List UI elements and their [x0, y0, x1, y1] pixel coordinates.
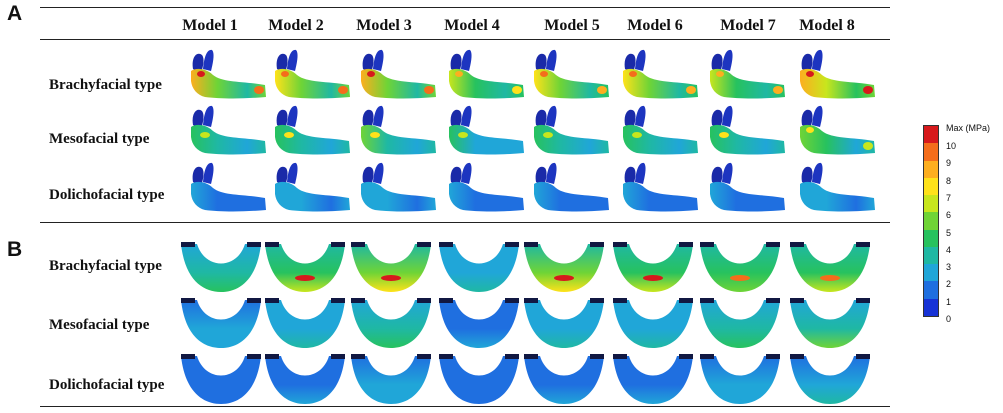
panel-b-bottom-rule — [40, 406, 890, 407]
mandible-stress-map — [361, 162, 436, 212]
arch-stress-map — [265, 242, 345, 292]
colorbar-segment — [924, 195, 938, 213]
column-header-model-7: Model 7 — [720, 17, 776, 34]
mandible-stress-map — [623, 162, 698, 212]
colorbar-segment — [924, 264, 938, 282]
arch-stress-map — [700, 354, 780, 404]
mandible-stress-map — [800, 105, 875, 155]
mandible-stress-map — [449, 49, 524, 99]
arch-stress-map — [790, 242, 870, 292]
arch-stress-map — [613, 242, 693, 292]
arch-stress-map — [265, 354, 345, 404]
arch-stress-map — [700, 298, 780, 348]
colorbar-segment — [924, 229, 938, 248]
colorbar-tick-label: 10 — [946, 141, 957, 151]
arch-stress-map — [181, 298, 261, 348]
panel-b-row-label-dolichofacial: Dolichofacial type — [49, 377, 165, 393]
colorbar-tick-label: 9 — [946, 158, 952, 169]
panel-a-row-label-mesofacial: Mesofacial type — [49, 131, 150, 147]
arch-stress-map — [524, 242, 604, 292]
colorbar-segment — [924, 281, 938, 300]
panel-a-letter: A — [7, 2, 23, 25]
mandible-stress-map — [800, 49, 875, 99]
panel-b-row-label-mesofacial: Mesofacial type — [49, 317, 150, 333]
mandible-stress-map — [449, 105, 524, 155]
mandible-stress-map — [710, 49, 785, 99]
column-header-model-1: Model 1 — [182, 17, 238, 34]
mandible-stress-map — [191, 49, 266, 99]
colorbar-tick-label: 4 — [946, 244, 952, 255]
colorbar-segment — [924, 246, 938, 265]
colorbar-segment — [924, 160, 938, 179]
panel-a-top-rule — [40, 7, 890, 8]
column-header-model-8: Model 8 — [799, 17, 855, 34]
panel-a-header-rule — [40, 39, 890, 40]
colorbar-title: Max (MPa) — [946, 123, 991, 133]
arch-stress-map — [265, 298, 345, 348]
mandible-stress-map — [361, 49, 436, 99]
arch-stress-map — [351, 354, 431, 404]
colorbar-segment — [924, 126, 938, 144]
mandible-stress-map — [191, 105, 266, 155]
arch-stress-map — [439, 242, 519, 292]
colorbar-tick-label: 5 — [946, 227, 952, 238]
panel-a-row-label-brachyfacial: Brachyfacial type — [49, 77, 162, 93]
panel-a-row-label-dolichofacial: Dolichofacial type — [49, 187, 165, 203]
column-header-model-3: Model 3 — [356, 17, 412, 34]
arch-stress-map — [700, 242, 780, 292]
arch-stress-map — [439, 298, 519, 348]
colorbar-segment — [924, 212, 938, 231]
colorbar-tick-label: 2 — [946, 279, 952, 290]
arch-stress-map — [790, 354, 870, 404]
panel-b-row-label-brachyfacial: Brachyfacial type — [49, 258, 162, 274]
mandible-stress-map — [191, 162, 266, 212]
colorbar-segment — [924, 298, 938, 317]
arch-stress-map — [790, 298, 870, 348]
panel-separator-rule — [40, 222, 890, 223]
column-header-model-2: Model 2 — [268, 17, 324, 34]
arch-stress-map — [351, 298, 431, 348]
colorbar-tick-label: 1 — [946, 296, 952, 307]
arch-stress-map — [524, 298, 604, 348]
mandible-stress-map — [623, 49, 698, 99]
mandible-stress-map — [275, 162, 350, 212]
mandible-stress-map — [710, 105, 785, 155]
arch-stress-map — [181, 242, 261, 292]
mandible-stress-map — [623, 105, 698, 155]
colorbar-segment — [924, 143, 938, 162]
mandible-stress-map — [534, 162, 609, 212]
arch-stress-map — [439, 354, 519, 404]
mandible-stress-map — [710, 162, 785, 212]
mandible-stress-map — [534, 49, 609, 99]
colorbar-tick-label: 6 — [946, 210, 952, 221]
mandible-stress-map — [534, 105, 609, 155]
column-header-model-6: Model 6 — [627, 17, 683, 34]
mandible-stress-map — [275, 49, 350, 99]
mandible-stress-map — [275, 105, 350, 155]
colorbar-tick-label: 8 — [946, 175, 952, 186]
arch-stress-map — [524, 354, 604, 404]
mandible-stress-map — [800, 162, 875, 212]
mandible-stress-map — [361, 105, 436, 155]
colorbar-tick-label: 3 — [946, 262, 952, 273]
mandible-stress-map — [449, 162, 524, 212]
arch-stress-map — [613, 298, 693, 348]
arch-stress-map — [181, 354, 261, 404]
colorbar-segment — [924, 177, 938, 196]
arch-stress-map — [351, 242, 431, 292]
colorbar-tick-label: 7 — [946, 192, 952, 203]
panel-b-letter: B — [7, 238, 23, 261]
column-header-model-4: Model 4 — [444, 17, 500, 34]
column-header-model-5: Model 5 — [544, 17, 600, 34]
colorbar-tick-label: 0 — [946, 314, 952, 324]
stress-colorbar — [923, 125, 939, 317]
arch-stress-map — [613, 354, 693, 404]
